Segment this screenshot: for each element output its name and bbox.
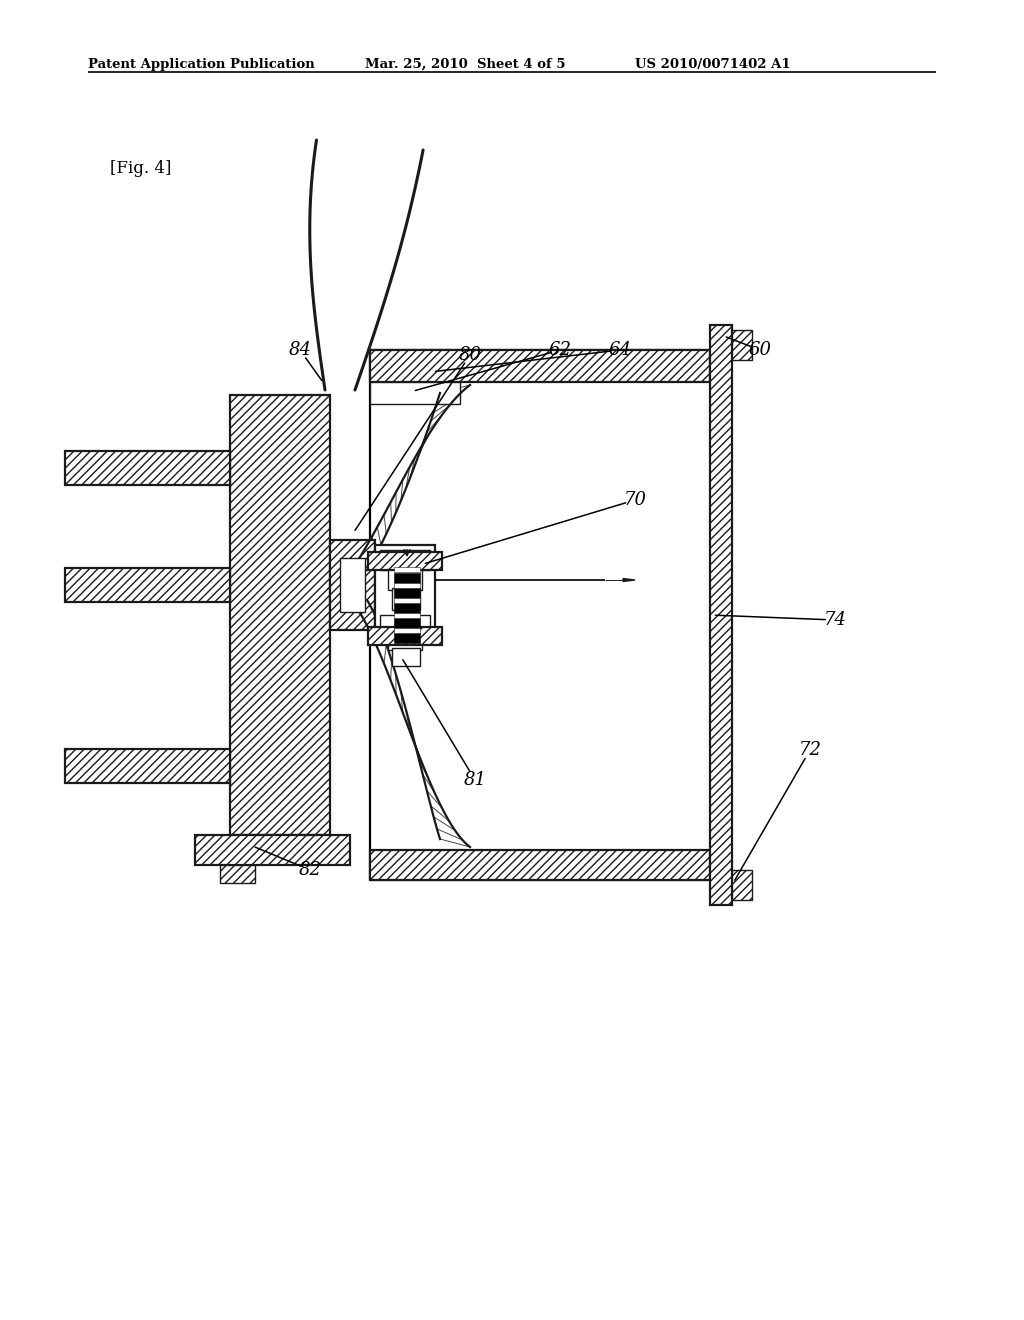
Text: 82: 82 [299, 861, 322, 879]
Bar [370, 850, 710, 880]
Bar [220, 865, 255, 883]
Bar [394, 573, 420, 583]
Text: Patent Application Publication: Patent Application Publication [88, 58, 314, 71]
Bar [195, 836, 350, 865]
Text: 72: 72 [799, 741, 821, 759]
Bar [65, 568, 230, 602]
Text: 74: 74 [823, 611, 847, 630]
Bar [368, 552, 442, 570]
Text: US 2010/0071402 A1: US 2010/0071402 A1 [635, 58, 791, 71]
Bar [394, 598, 420, 603]
Text: 64: 64 [608, 341, 632, 359]
Text: 60: 60 [749, 341, 771, 359]
Text: Mar. 25, 2010  Sheet 4 of 5: Mar. 25, 2010 Sheet 4 of 5 [365, 58, 565, 71]
Bar [230, 395, 330, 836]
Bar [710, 325, 732, 906]
Text: 62: 62 [549, 341, 571, 359]
Bar [394, 603, 420, 612]
Bar [394, 587, 420, 598]
Bar [732, 870, 752, 900]
Bar [368, 627, 442, 645]
Bar [732, 330, 752, 360]
Bar [394, 618, 420, 628]
Bar [380, 550, 430, 570]
Bar [388, 634, 422, 649]
Bar [380, 615, 430, 635]
Bar [394, 583, 420, 587]
Text: [Fig. 4]: [Fig. 4] [110, 160, 171, 177]
Text: 70: 70 [624, 491, 646, 510]
Bar [394, 568, 420, 572]
Bar [65, 748, 230, 783]
Bar [370, 381, 460, 404]
Bar [65, 451, 230, 484]
Bar [370, 350, 710, 381]
Bar [392, 648, 420, 667]
Text: 84: 84 [289, 341, 311, 359]
Bar [340, 558, 365, 612]
Text: 81: 81 [464, 771, 486, 789]
Text: 80: 80 [459, 346, 481, 364]
Polygon shape [623, 578, 635, 582]
Bar [388, 568, 422, 590]
Bar [394, 612, 420, 618]
Bar [392, 587, 420, 610]
Bar [375, 545, 435, 640]
Bar [330, 540, 375, 630]
Bar [394, 634, 420, 643]
Bar [394, 628, 420, 634]
